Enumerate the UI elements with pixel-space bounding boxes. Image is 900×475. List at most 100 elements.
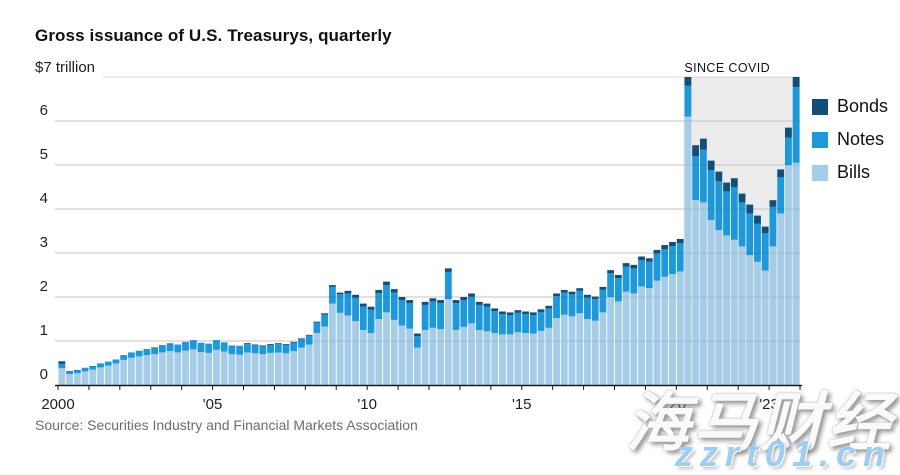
bonds-bar [506, 312, 514, 316]
bonds-bar [568, 291, 576, 295]
x-tick-label-05: '05 [202, 396, 223, 413]
notes-bar [684, 85, 692, 117]
bills-bar [143, 355, 151, 385]
bills-bar [352, 321, 359, 385]
notes-bar [182, 341, 189, 351]
notes-bar [754, 223, 761, 262]
bills-bar [499, 334, 506, 385]
bonds-bar [328, 285, 336, 287]
bonds-bar [305, 334, 313, 336]
bills-bar [251, 353, 259, 385]
legend-item-bills: Bills [812, 162, 888, 183]
y-tick-label-0: 0 [39, 366, 48, 383]
watermark-url: zzrt01.cn [674, 433, 892, 474]
bills-bar [429, 327, 437, 385]
notes-bar [584, 297, 591, 319]
notes-bar [290, 342, 298, 352]
notes-bar [398, 300, 406, 326]
notes-bar [444, 271, 452, 300]
legend-swatch-bills [812, 164, 828, 181]
bonds-bar [499, 311, 506, 315]
bills-bar [421, 330, 429, 385]
bonds-bar [336, 292, 344, 295]
bonds-bar [746, 204, 754, 214]
bills-bar [197, 352, 205, 385]
bonds-bar [429, 298, 437, 302]
bonds-bar [58, 361, 66, 364]
x-tick-label-15: '15 [511, 396, 532, 413]
notes-bar [359, 306, 367, 330]
bills-bar [514, 332, 522, 385]
notes-bar [336, 294, 344, 313]
bills-bar [777, 213, 785, 385]
bonds-bar [622, 263, 630, 267]
bonds-bar [661, 245, 669, 250]
bills-bar [120, 359, 128, 385]
notes-bar [328, 286, 336, 304]
notes-bar [66, 371, 74, 374]
notes-bar [97, 363, 104, 368]
bills-bar [630, 293, 638, 385]
notes-bar [205, 343, 213, 353]
bonds-bar [290, 341, 298, 343]
bills-bar [336, 312, 344, 385]
bills-bar [529, 333, 537, 385]
bills-bar [491, 333, 499, 385]
bills-bar [220, 351, 228, 385]
bills-bar [460, 326, 468, 385]
y-tick-label-6: 6 [39, 102, 48, 119]
bills-bar [73, 373, 81, 385]
legend-swatch-bonds [812, 98, 828, 115]
bills-bar [707, 220, 715, 385]
notes-bar [491, 311, 499, 334]
bonds-bar [584, 294, 591, 298]
notes-bar [352, 297, 359, 322]
notes-bar [120, 355, 128, 360]
legend-item-notes: Notes [812, 129, 888, 150]
bills-bar [553, 318, 560, 385]
bonds-bar [676, 238, 684, 244]
notes-bar [151, 347, 159, 355]
bonds-bar [274, 343, 282, 345]
bills-bar [128, 357, 135, 385]
bonds-bar [321, 313, 329, 315]
notes-bar [282, 344, 290, 354]
bonds-bar [444, 268, 452, 272]
bills-bar [723, 235, 730, 385]
bonds-bar [529, 312, 537, 316]
since-covid-annotation: SINCE COVID [684, 61, 771, 75]
bills-bar [135, 356, 143, 385]
bonds-bar [591, 296, 599, 300]
bills-bar [228, 354, 236, 385]
bonds-bar [383, 281, 390, 286]
y-tick-label-3: 3 [39, 234, 48, 251]
stacked-bars [58, 77, 800, 385]
bills-bar [475, 330, 483, 385]
notes-bar [692, 156, 700, 201]
x-tick-label-23: '23 [759, 396, 779, 413]
bonds-bar [522, 311, 530, 315]
bills-bar [669, 274, 676, 385]
notes-bar [483, 306, 491, 332]
notes-bar [305, 335, 313, 345]
legend-label-bills: Bills [837, 162, 871, 182]
bills-bar [413, 347, 421, 385]
bills-bar [761, 270, 769, 385]
notes-bar [499, 314, 506, 335]
bonds-bar [398, 297, 406, 301]
bonds-bar [653, 249, 661, 254]
notes-bar [413, 336, 421, 348]
bills-bar [614, 301, 622, 385]
notes-bar [390, 292, 398, 320]
notes-bar [777, 177, 785, 214]
notes-bar [220, 342, 228, 352]
bills-bar [104, 365, 112, 385]
bills-bar [599, 312, 607, 385]
notes-bar [274, 344, 282, 353]
bills-bar [584, 319, 591, 385]
bonds-bar [545, 305, 553, 309]
bills-bar [769, 246, 777, 385]
bonds-bar [251, 344, 259, 346]
bonds-bar [638, 256, 645, 261]
